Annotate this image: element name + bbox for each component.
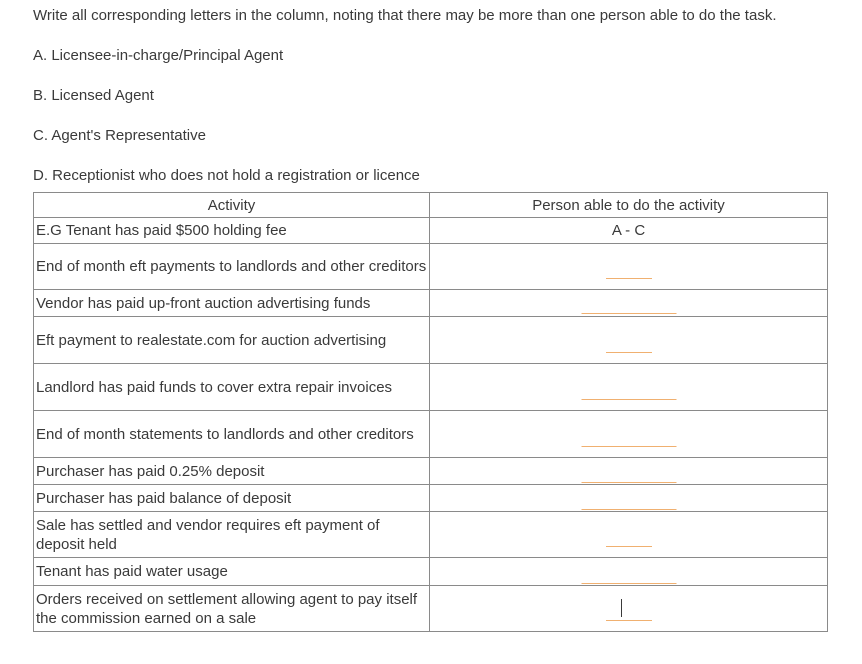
activity-cell: Vendor has paid up-front auction adverti… bbox=[33, 289, 430, 317]
table-header-row: Activity Person able to do the activity bbox=[33, 192, 828, 218]
table-row: Purchaser has paid balance of deposit bbox=[33, 484, 828, 512]
table-row: Sale has settled and vendor requires eft… bbox=[33, 511, 828, 558]
answer-blank-line bbox=[605, 352, 652, 353]
table-row: Tenant has paid water usage bbox=[33, 557, 828, 586]
example-answer: A - C bbox=[611, 222, 646, 239]
answer-cell: A - C bbox=[429, 217, 828, 244]
answer-blank-line bbox=[605, 546, 652, 547]
answer-blank-line bbox=[605, 278, 652, 279]
activity-cell: Purchaser has paid balance of deposit bbox=[33, 484, 430, 512]
person-column-header: Person able to do the activity bbox=[429, 192, 828, 218]
answer-input[interactable] bbox=[429, 316, 828, 364]
answer-input[interactable] bbox=[429, 585, 828, 632]
activity-cell: Tenant has paid water usage bbox=[33, 557, 430, 586]
answer-input[interactable] bbox=[429, 484, 828, 512]
activity-cell: Eft payment to realestate.com for auctio… bbox=[33, 316, 430, 364]
answer-blank-line bbox=[581, 482, 676, 483]
activity-cell: Sale has settled and vendor requires eft… bbox=[33, 511, 430, 558]
answer-blank-line bbox=[605, 620, 652, 621]
instructions-text: Write all corresponding letters in the c… bbox=[33, 7, 777, 24]
activity-cell: Orders received on settlement allowing a… bbox=[33, 585, 430, 632]
text-cursor bbox=[620, 599, 622, 617]
option-d: D. Receptionist who does not hold a regi… bbox=[33, 167, 420, 184]
answer-input[interactable] bbox=[429, 511, 828, 558]
activity-cell: E.G Tenant has paid $500 holding fee bbox=[33, 217, 430, 244]
table-row: End of month statements to landlords and… bbox=[33, 410, 828, 458]
answer-input[interactable] bbox=[429, 363, 828, 411]
answer-input[interactable] bbox=[429, 410, 828, 458]
answer-input[interactable] bbox=[429, 457, 828, 485]
activity-cell: Landlord has paid funds to cover extra r… bbox=[33, 363, 430, 411]
activity-cell: End of month eft payments to landlords a… bbox=[33, 243, 430, 290]
answer-input[interactable] bbox=[429, 289, 828, 317]
table-row: Orders received on settlement allowing a… bbox=[33, 585, 828, 632]
table-row: Eft payment to realestate.com for auctio… bbox=[33, 316, 828, 364]
table-row: Purchaser has paid 0.25% deposit bbox=[33, 457, 828, 485]
table-row: Landlord has paid funds to cover extra r… bbox=[33, 363, 828, 411]
option-c: C. Agent's Representative bbox=[33, 127, 206, 144]
activity-cell: Purchaser has paid 0.25% deposit bbox=[33, 457, 430, 485]
answer-input[interactable] bbox=[429, 557, 828, 586]
table-row: Vendor has paid up-front auction adverti… bbox=[33, 289, 828, 317]
activity-cell: End of month statements to landlords and… bbox=[33, 410, 430, 458]
option-a: A. Licensee-in-charge/Principal Agent bbox=[33, 47, 284, 64]
option-b: B. Licensed Agent bbox=[33, 87, 154, 104]
activity-column-header: Activity bbox=[33, 192, 430, 218]
activity-table: Activity Person able to do the activity … bbox=[33, 192, 828, 632]
answer-blank-line bbox=[581, 509, 676, 510]
table-row: End of month eft payments to landlords a… bbox=[33, 243, 828, 290]
table-row: E.G Tenant has paid $500 holding fee A -… bbox=[33, 217, 828, 244]
answer-blank-line bbox=[581, 583, 676, 584]
answer-blank-line bbox=[581, 446, 676, 447]
answer-blank-line bbox=[581, 399, 676, 400]
answer-blank-line bbox=[581, 313, 676, 314]
answer-input[interactable] bbox=[429, 243, 828, 290]
